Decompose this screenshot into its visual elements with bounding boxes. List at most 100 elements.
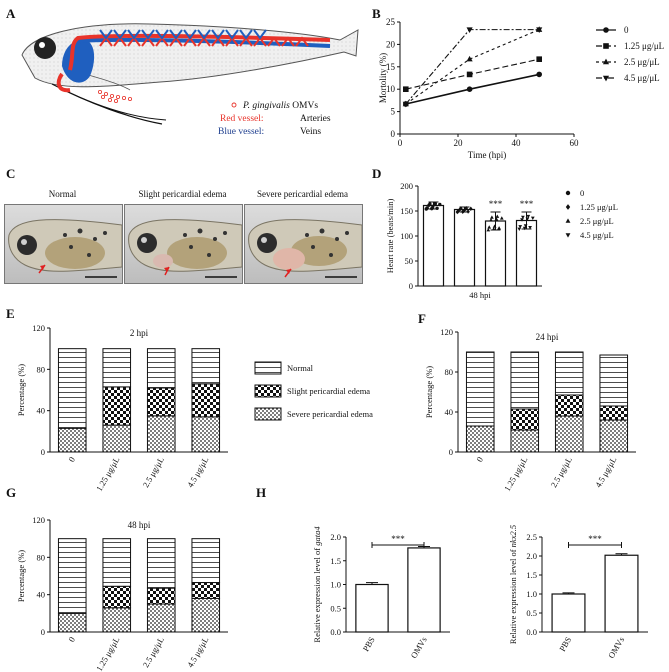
photo-slight-edema (124, 204, 243, 284)
bar (407, 547, 441, 633)
y-tick-label: 0 (449, 447, 453, 457)
bar (355, 583, 389, 633)
data-point (536, 71, 542, 78)
scatter-point (495, 214, 500, 218)
edema-48hpi-stacked-chart: 0 40 80 120 Percentage (%) 48 hpi 0 1.25 μg/μL 2… (16, 515, 228, 672)
stacked-bar-segment (191, 383, 221, 418)
scatter-point (522, 226, 527, 231)
x-tick-label: 1.25 μg/μL (94, 455, 122, 493)
scatter-point (523, 224, 528, 228)
legend-label: 4.5 μg/μL (624, 73, 660, 83)
y-tick-label: 150 (400, 206, 413, 216)
legend-label: 0 (624, 25, 629, 35)
omv-marker-icon (231, 102, 237, 108)
scatter-point (517, 227, 522, 232)
significance-label: *** (520, 199, 534, 209)
panel-label-e: E (6, 306, 15, 321)
stacked-bar-segment (191, 416, 221, 453)
stacked-bar-segment (146, 587, 176, 605)
mortality-line-chart: 0 5 10 15 20 25 0 20 40 60 Time (hpi) Mortolity (%)… (378, 17, 664, 160)
stacked-bar-segment (57, 538, 87, 614)
y-tick-label: 2.0 (330, 532, 341, 542)
legend-marker (565, 190, 571, 196)
panel-label-a: A (6, 6, 16, 21)
y-tick-label: 80 (445, 367, 454, 377)
y-tick-label: 0.5 (526, 608, 537, 618)
x-tick-label: 1.25 μg/μL (502, 455, 530, 493)
y-tick-label: 20 (386, 39, 396, 49)
stacked-bar-segment (554, 394, 584, 417)
photo-caption-slight: Slight pericardial edema (138, 189, 227, 199)
scatter-point (430, 205, 435, 210)
stacked-bar-segment (146, 603, 176, 633)
chart-title: 2 hpi (130, 328, 149, 338)
y-tick-label: 2.5 (526, 532, 537, 542)
legend-marker (565, 218, 571, 223)
stacked-bar-segment (510, 408, 540, 431)
x-axis-title: Time (hpi) (468, 150, 506, 160)
stacked-bar-segment (57, 348, 87, 429)
scatter-point (469, 206, 473, 211)
stacked-bar-segment (57, 427, 87, 453)
legend-swatch (254, 384, 282, 398)
chart-title: 24 hpi (536, 332, 559, 342)
scatter-point (425, 206, 429, 210)
scatter-point (518, 225, 523, 229)
chart-title: 48 hpi (128, 520, 151, 530)
scatter-point (490, 215, 494, 219)
y-tick-label: 120 (32, 515, 45, 525)
y-tick-label: 0.0 (526, 627, 537, 637)
bar (453, 208, 476, 287)
scatter-point (487, 225, 492, 229)
stacked-bar-segment (599, 419, 629, 453)
y-tick-label: 80 (37, 552, 46, 562)
x-tick-label: 4.5 μg/μL (593, 455, 618, 489)
x-axis-title: 48 hpi (469, 290, 491, 300)
scatter-point (438, 202, 442, 207)
y-tick-label: 1.5 (526, 570, 537, 580)
nkx25-expression-chart: 0.0 0.5 1.0 1.5 2.0 2.5 Relative expression le… (508, 525, 648, 660)
panel-label-h: H (256, 485, 266, 500)
y-axis-title: Percentage (%) (16, 364, 26, 416)
stacked-bar-segment (146, 387, 176, 417)
zebrafish-illustration (21, 23, 359, 125)
legend-marker (565, 233, 571, 238)
x-tick-label: 4.5 μg/μL (185, 635, 210, 669)
scatter-point (491, 227, 496, 231)
panel-label-b: B (372, 6, 381, 21)
legend-label: 1.25 μg/μL (624, 41, 664, 51)
y-tick-label: 0 (391, 129, 396, 139)
stacked-bar-segment (554, 415, 584, 453)
stacked-bar-segment (57, 612, 87, 633)
stacked-bar-segment (510, 351, 540, 410)
y-axis-title: Mortolity (%) (378, 53, 388, 103)
scatter-point (486, 227, 491, 232)
x-tick-label: 0 (66, 635, 77, 644)
stacked-bar-segment (599, 405, 629, 421)
stacked-bar-segment (191, 538, 221, 584)
scatter-point (459, 206, 463, 211)
stacked-bar-segment (146, 415, 176, 453)
y-tick-label: 5 (391, 107, 396, 117)
photo-normal (4, 204, 123, 284)
photo-caption-severe: Severe pericardial edema (257, 189, 348, 199)
scatter-point (525, 217, 530, 221)
y-tick-label: 0 (41, 447, 45, 457)
stacked-bar-segment (191, 582, 221, 599)
scatter-point (492, 224, 497, 228)
stacked-bar-segment (102, 607, 132, 633)
y-tick-label: 200 (400, 181, 413, 191)
edema-2hpi-stacked-chart: 0 40 80 120 Percentage (%) 2 hpi 0 1.25 μg/μL 2.… (16, 323, 373, 493)
stacked-bar-segment (146, 348, 176, 389)
data-point (536, 27, 543, 33)
heart-rate-bar-chart: 0 50 100 150 200 Heart rate (beats/min) *** ***… (385, 181, 618, 300)
scatter-point (528, 225, 532, 230)
schematic-legend: P. gingivalis OMVs Red vessel: Arteries … (218, 101, 331, 137)
stacked-bar-segment (191, 597, 221, 633)
stacked-bar-segment (102, 386, 132, 426)
legend-label: Normal (287, 363, 314, 373)
bar (422, 204, 445, 287)
series-line (405, 29, 540, 105)
scatter-point (489, 218, 493, 222)
y-tick-label: 10 (386, 84, 396, 94)
